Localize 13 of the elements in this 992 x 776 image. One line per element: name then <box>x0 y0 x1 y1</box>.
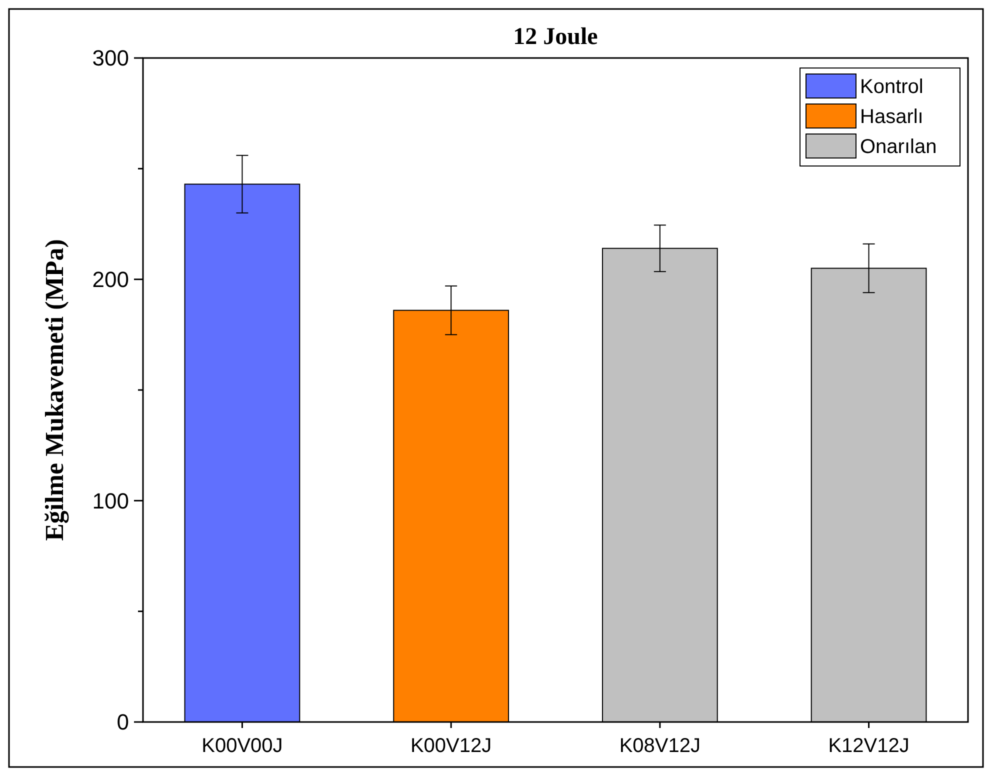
y-tick-label: 0 <box>116 710 129 735</box>
legend-label: Onarılan <box>860 136 937 158</box>
legend-label: Hasarlı <box>860 106 924 128</box>
x-tick-label: K12V12J <box>828 735 910 757</box>
x-tick-label: K08V12J <box>619 735 701 757</box>
legend-label: Kontrol <box>860 76 924 98</box>
chart-title: 12 Joule <box>513 24 598 50</box>
x-tick-label: K00V12J <box>410 735 492 757</box>
y-tick-label: 200 <box>92 267 129 292</box>
y-axis-title: Eğilme Mukavemeti (MPa) <box>40 239 69 541</box>
x-tick-label: K00V00J <box>202 735 283 757</box>
y-tick-label: 300 <box>92 46 129 71</box>
y-tick-label: 100 <box>92 488 129 514</box>
